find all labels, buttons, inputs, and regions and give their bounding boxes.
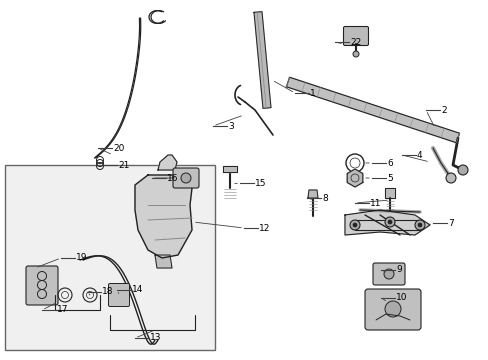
Circle shape [383,269,393,279]
Polygon shape [158,155,177,170]
Circle shape [417,223,421,227]
Text: 14: 14 [132,285,143,294]
Text: 8: 8 [321,194,327,202]
Polygon shape [307,190,317,198]
Text: 22: 22 [349,37,361,46]
Circle shape [384,217,394,227]
Circle shape [181,173,191,183]
FancyBboxPatch shape [343,27,368,45]
Text: 7: 7 [447,219,453,228]
Circle shape [387,220,391,224]
Circle shape [384,301,400,317]
Circle shape [349,220,359,230]
FancyBboxPatch shape [372,263,404,285]
Text: 12: 12 [259,224,270,233]
Polygon shape [155,255,172,268]
Text: 15: 15 [254,179,266,188]
Text: 9: 9 [395,266,401,274]
Text: 19: 19 [76,253,87,262]
Text: 3: 3 [227,122,233,131]
Text: 5: 5 [386,174,392,183]
Circle shape [352,51,358,57]
FancyBboxPatch shape [364,289,420,330]
Text: 11: 11 [369,198,381,207]
Text: 6: 6 [386,158,392,167]
Polygon shape [346,169,362,187]
Circle shape [414,220,424,230]
FancyBboxPatch shape [173,168,199,188]
Text: 1: 1 [309,89,315,98]
FancyBboxPatch shape [26,266,58,305]
Text: 21: 21 [118,161,129,170]
Polygon shape [384,188,394,198]
Circle shape [457,165,467,175]
Polygon shape [223,166,237,172]
Text: 18: 18 [102,288,113,297]
FancyBboxPatch shape [108,284,129,306]
Polygon shape [286,77,459,143]
Circle shape [445,173,455,183]
Text: 13: 13 [150,333,161,342]
Text: 2: 2 [440,105,446,114]
Polygon shape [345,210,429,235]
FancyBboxPatch shape [5,165,215,350]
Polygon shape [253,12,270,108]
Text: 17: 17 [57,306,68,315]
Circle shape [352,223,356,227]
Text: 20: 20 [113,144,124,153]
Text: 16: 16 [167,174,178,183]
Polygon shape [135,175,192,258]
Text: 10: 10 [395,293,407,302]
Text: 4: 4 [416,150,422,159]
